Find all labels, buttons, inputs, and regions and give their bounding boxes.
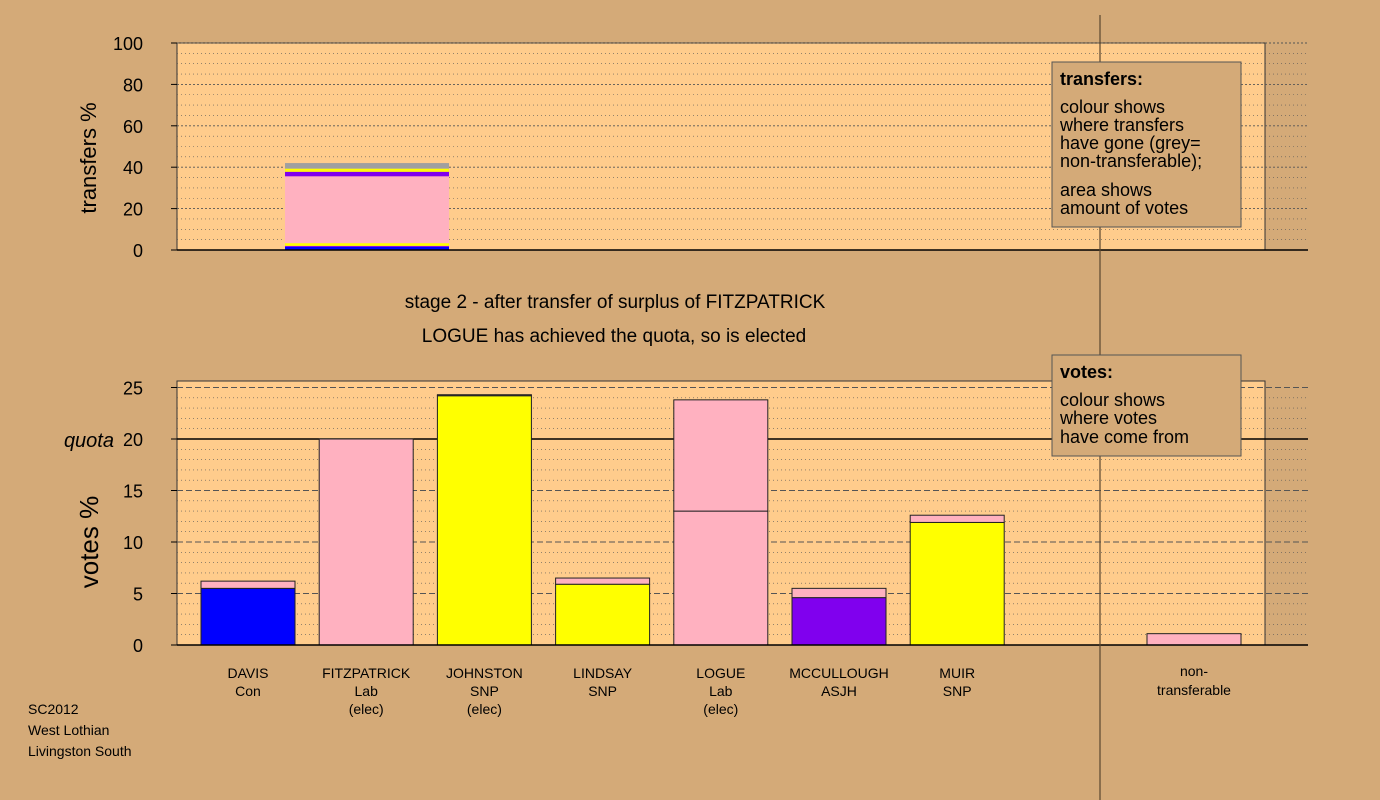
votes-tick-label: 25 bbox=[123, 379, 143, 399]
legend-votes-title: votes: bbox=[1060, 362, 1113, 382]
nontransferable-label: non- bbox=[1180, 663, 1208, 679]
transfer-segment-davis bbox=[285, 246, 449, 250]
transfers-tick-label: 60 bbox=[123, 117, 143, 137]
legend-transfers-line: where transfers bbox=[1059, 115, 1184, 135]
nontransferable-bar bbox=[1146, 633, 1242, 646]
transfers-y-axis-label: transfers % bbox=[76, 102, 101, 213]
stage-outcome: LOGUE has achieved the quota, so is elec… bbox=[422, 326, 806, 347]
candidate-name: LINDSAY bbox=[573, 665, 633, 681]
vote-bar-logue-segment bbox=[673, 399, 769, 512]
transfers-tick-label: 20 bbox=[123, 200, 143, 220]
vote-bar-johnston-segment bbox=[436, 395, 532, 646]
transfers-tick-label: 80 bbox=[123, 75, 143, 95]
transfer-segment-johnston bbox=[285, 243, 449, 246]
transfers-bars bbox=[285, 163, 449, 250]
legend-votes-box bbox=[1051, 354, 1242, 457]
legend-transfers-line: area shows bbox=[1060, 180, 1152, 200]
quota-label: quota bbox=[64, 430, 114, 452]
transfers-tick-label: 40 bbox=[123, 158, 143, 178]
legend-transfers-line: colour shows bbox=[1060, 97, 1165, 117]
nontransferable-label: transferable bbox=[1157, 682, 1231, 698]
candidate-party: ASJH bbox=[821, 683, 857, 699]
vote-bar-davis-segment bbox=[200, 580, 296, 589]
votes-tick-label: 0 bbox=[133, 636, 143, 656]
transfer-segment-mccullough bbox=[285, 245, 449, 247]
vote-bar-fitzpatrick-segment bbox=[318, 438, 414, 646]
candidate-name: DAVIS bbox=[228, 665, 269, 681]
legend-votes-line: have come from bbox=[1060, 427, 1189, 447]
legend-votes-line: colour shows bbox=[1060, 390, 1165, 410]
transfer-segment-logue bbox=[285, 176, 449, 244]
vote-bar-johnston-segment bbox=[436, 394, 532, 397]
candidate-note: (elec) bbox=[703, 701, 738, 717]
candidate-party: SNP bbox=[943, 683, 972, 699]
legend-votes-line: where votes bbox=[1059, 408, 1157, 428]
vote-bar-logue-segment bbox=[673, 510, 769, 646]
legend-transfers-line: non-transferable); bbox=[1060, 151, 1202, 171]
vote-bar-lindsay-segment bbox=[555, 583, 651, 646]
legend-votes: votes: colour shows where votes have com… bbox=[1051, 354, 1242, 457]
candidate-party: SNP bbox=[470, 683, 499, 699]
candidate-name: LOGUE bbox=[696, 665, 745, 681]
vote-bar-davis-segment bbox=[200, 587, 296, 646]
transfer-segment-non-transferable bbox=[285, 163, 449, 169]
candidate-name: MCCULLOUGH bbox=[789, 665, 889, 681]
votes-tick-label: 15 bbox=[123, 482, 143, 502]
legend-transfers-box bbox=[1051, 61, 1242, 228]
transfer-segment-lindsay bbox=[285, 170, 449, 172]
legend-transfers: transfers: colour shows where transfers … bbox=[1051, 61, 1242, 228]
footer-ward: Livingston South bbox=[28, 743, 132, 759]
vote-bar-mccullough-segment bbox=[791, 597, 887, 646]
candidate-party: SNP bbox=[588, 683, 617, 699]
vote-bar-lindsay-segment bbox=[555, 577, 651, 585]
transfers-y-ticks: 0 20 40 60 80 100 bbox=[113, 34, 177, 261]
legend-transfers-line: amount of votes bbox=[1060, 198, 1188, 218]
vote-bar-muir-segment bbox=[909, 514, 1005, 523]
candidate-name: FITZPATRICK bbox=[322, 665, 411, 681]
transfers-tick-label: 100 bbox=[113, 34, 143, 54]
candidate-note: (elec) bbox=[349, 701, 384, 717]
candidate-party: Lab bbox=[355, 683, 379, 699]
footer-council: West Lothian bbox=[28, 722, 109, 738]
candidate-party: Con bbox=[235, 683, 261, 699]
transfer-segment-muir bbox=[285, 168, 449, 171]
vote-bar-mccullough-segment bbox=[791, 587, 887, 599]
vote-bar-muir-segment bbox=[909, 521, 1005, 646]
votes-tick-label: 20 bbox=[123, 430, 143, 450]
candidate-name: JOHNSTON bbox=[446, 665, 523, 681]
votes-y-axis-label: votes % bbox=[74, 496, 104, 589]
transfer-segment-mccullough bbox=[285, 171, 449, 177]
votes-tick-label: 5 bbox=[133, 585, 143, 605]
candidate-name: MUIR bbox=[939, 665, 975, 681]
candidate-note: (elec) bbox=[467, 701, 502, 717]
candidate-party: Lab bbox=[709, 683, 733, 699]
stage-description: stage 2 - after transfer of surplus of F… bbox=[405, 292, 826, 313]
votes-y-ticks: 0 5 10 15 20 25 bbox=[123, 379, 177, 656]
legend-transfers-title: transfers: bbox=[1060, 69, 1143, 89]
votes-bars bbox=[200, 394, 1242, 646]
footer-election: SC2012 bbox=[28, 701, 79, 717]
legend-transfers-line: have gone (grey= bbox=[1060, 133, 1201, 153]
votes-tick-label: 10 bbox=[123, 533, 143, 553]
candidate-labels: DAVIS Con FITZPATRICK Lab (elec) JOHNSTON SNP (… bbox=[228, 663, 1232, 717]
transfers-tick-label: 0 bbox=[133, 241, 143, 261]
